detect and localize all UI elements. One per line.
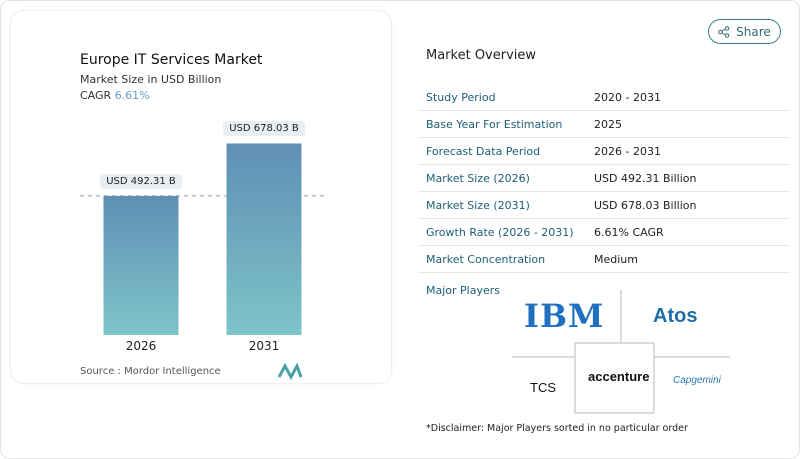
x-tick-label: 2031 xyxy=(248,339,280,353)
row-label: Growth Rate (2026 - 2031) xyxy=(426,226,574,239)
share-label: Share xyxy=(736,24,771,39)
cagr-value: 6.61% xyxy=(114,89,150,102)
row-value: 2020 - 2031 xyxy=(594,91,661,104)
row-value: 2025 xyxy=(594,118,622,131)
overview-row: Study Period 2020 - 2031 xyxy=(418,84,790,111)
chart-title: Europe IT Services Market xyxy=(80,52,263,68)
row-value: 2026 - 2031 xyxy=(594,145,661,158)
share-button[interactable]: Share xyxy=(708,19,781,44)
data-label: USD 678.03 B xyxy=(223,121,305,137)
overview-row: Base Year For Estimation 2025 xyxy=(418,111,790,138)
row-label: Forecast Data Period xyxy=(426,145,541,158)
disclaimer: *Disclaimer: Major Players sorted in no … xyxy=(426,423,688,434)
bar-2026 xyxy=(103,195,179,335)
overview-row: Forecast Data Period 2026 - 2031 xyxy=(418,138,790,165)
share-icon xyxy=(718,25,730,38)
row-label: Market Size (2031) xyxy=(426,199,530,212)
chart-card xyxy=(10,10,392,384)
logo-ibm: IBM xyxy=(524,297,605,335)
overview-row: Market Size (2026) USD 492.31 Billion xyxy=(418,165,790,192)
overview-title: Market Overview xyxy=(426,48,537,63)
row-label: Market Concentration xyxy=(426,253,546,266)
source: Source : Mordor Intelligence xyxy=(80,366,221,377)
overview-row: Market Concentration Medium xyxy=(418,246,790,273)
cagr: CAGR 6.61% xyxy=(80,89,150,102)
row-label: Base Year For Estimation xyxy=(426,118,563,131)
row-value: Medium xyxy=(594,253,638,266)
data-label: USD 492.31 B xyxy=(100,173,182,189)
x-tick-label: 2026 xyxy=(125,339,157,353)
logo-accenture: accenture xyxy=(588,369,650,384)
bar-2031 xyxy=(226,143,302,335)
chart-subtitle: Market Size in USD Billion xyxy=(80,73,222,86)
row-label: Study Period xyxy=(426,91,496,104)
overview-row: Market Size (2031) USD 678.03 Billion xyxy=(418,192,790,219)
row-value: USD 492.31 Billion xyxy=(594,172,697,185)
row-value: USD 678.03 Billion xyxy=(594,199,697,212)
logo-capgemini: Capgemini xyxy=(673,375,721,386)
logo-tcs: TCS xyxy=(530,380,556,395)
cagr-label: CAGR xyxy=(80,89,112,102)
bar-chart xyxy=(80,143,328,335)
row-value: 6.61% CAGR xyxy=(594,226,664,239)
overview-row: Growth Rate (2026 - 2031) 6.61% CAGR xyxy=(418,219,790,246)
row-label: Market Size (2026) xyxy=(426,172,530,185)
logo-atos: Atos xyxy=(653,305,698,327)
major-players-title: Major Players xyxy=(426,284,500,297)
